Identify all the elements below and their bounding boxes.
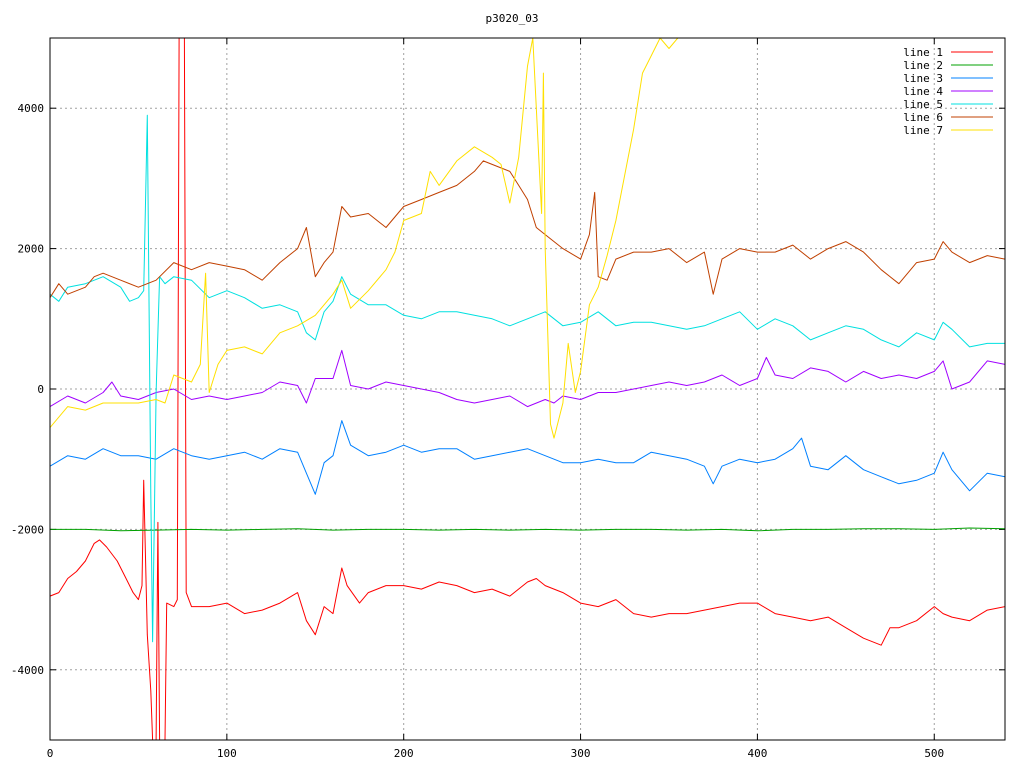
y-tick-label: 2000 — [18, 243, 45, 256]
x-tick-label: 100 — [217, 747, 237, 760]
legend-label: line 2 — [903, 59, 943, 72]
series-line-6 — [50, 160, 1005, 298]
legend-label: line 6 — [903, 111, 943, 124]
chart-title: p3020_03 — [486, 12, 539, 25]
legend-label: line 5 — [903, 98, 943, 111]
legend-label: line 3 — [903, 72, 943, 85]
series-line-5 — [50, 114, 1005, 643]
y-tick-label: 0 — [37, 383, 44, 396]
legend-label: line 1 — [903, 46, 943, 59]
y-tick-label: -2000 — [11, 523, 44, 536]
series-line-1 — [50, 38, 1005, 740]
x-tick-label: 0 — [47, 747, 54, 760]
series-lines — [50, 38, 1005, 740]
x-tick-label: 500 — [924, 747, 944, 760]
legend-label: line 7 — [903, 124, 943, 137]
y-tick-label: 4000 — [18, 102, 45, 115]
x-tick-label: 300 — [571, 747, 591, 760]
series-line-3 — [50, 420, 1005, 495]
series-line-2 — [50, 527, 1005, 532]
series-line-4 — [50, 349, 1005, 408]
legend-label: line 4 — [903, 85, 943, 98]
x-tick-label: 400 — [747, 747, 767, 760]
grid-lines — [50, 38, 1005, 740]
y-tick-label: -4000 — [11, 664, 44, 677]
x-tick-label: 200 — [394, 747, 414, 760]
plot-frame — [49, 37, 1006, 741]
axes: 0 100 200 300 400 500 -4000 -2000 0 2000 4000 — [11, 38, 1005, 760]
series-line-7 — [50, 38, 687, 439]
